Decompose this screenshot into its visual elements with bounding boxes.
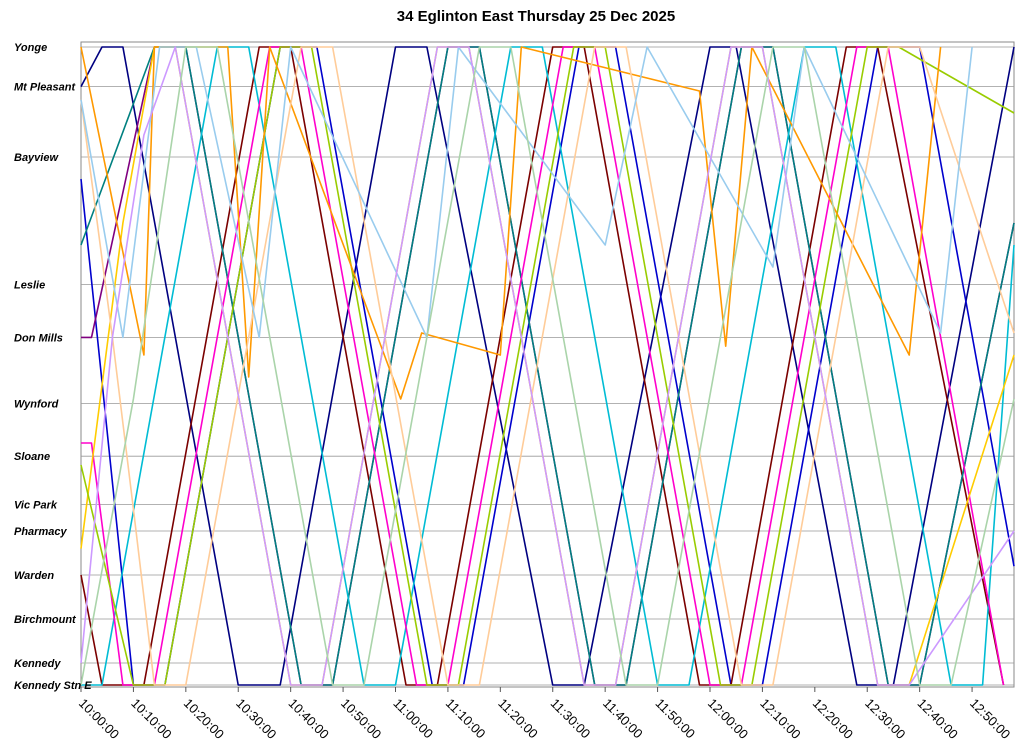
stop-label: Yonge	[14, 42, 47, 54]
x-tick-label: 10:40:00	[286, 696, 332, 742]
x-tick-label: 11:10:00	[443, 696, 489, 742]
x-tick-label: 11:50:00	[652, 696, 698, 742]
vehicle-trace-10	[80, 46, 1015, 686]
vehicle-trace-11	[80, 46, 973, 339]
vehicle-trace-12	[80, 46, 1015, 686]
stop-label: Bayview	[14, 152, 59, 164]
x-tick-label: 10:30:00	[233, 696, 279, 742]
stop-label: Sloane	[14, 451, 50, 463]
x-tick-label: 11:00:00	[390, 696, 436, 742]
stop-label: Kennedy Stn E	[14, 680, 92, 692]
vehicle-traces	[80, 46, 1015, 686]
x-tick-label: 12:20:00	[810, 696, 856, 742]
x-tick-label: 12:30:00	[862, 696, 908, 742]
chart-title: 34 Eglinton East Thursday 25 Dec 2025	[396, 8, 676, 25]
vehicle-trace-0	[80, 46, 1015, 686]
stop-label: Vic Park	[14, 500, 58, 512]
vehicle-trace-13	[80, 46, 1015, 686]
stop-label: Pharmacy	[14, 526, 67, 538]
stop-label: Wynford	[14, 398, 59, 410]
stop-label: Mt Pleasant	[14, 82, 76, 94]
stop-label: Leslie	[14, 280, 45, 292]
stop-labels: Yonge Mt Pleasant Bayview Leslie Don Mills Wy…	[14, 42, 92, 692]
stop-label: Warden	[14, 570, 54, 582]
x-tick-label: 10:20:00	[181, 696, 227, 742]
vehicle-trace-2	[80, 46, 1005, 686]
time-tick-labels: 10:00:00 10:10:00 10:20:00 10:30:00 10:40:00…	[76, 687, 1013, 742]
x-tick-label: 12:50:00	[967, 696, 1013, 742]
stop-label: Birchmount	[14, 614, 77, 626]
x-tick-label: 11:30:00	[548, 696, 594, 742]
x-tick-label: 12:10:00	[757, 696, 803, 742]
stop-label: Don Mills	[14, 332, 63, 344]
vehicle-trace-8	[80, 46, 1015, 686]
x-tick-label: 11:20:00	[495, 696, 541, 742]
x-tick-label: 10:10:00	[128, 696, 174, 742]
x-tick-label: 12:00:00	[705, 696, 751, 742]
x-tick-label: 12:40:00	[915, 696, 961, 742]
x-tick-label: 10:50:00	[338, 696, 384, 742]
x-tick-label: 10:00:00	[76, 696, 122, 742]
stop-label: Kennedy	[14, 658, 61, 670]
x-tick-label: 11:40:00	[600, 696, 646, 742]
